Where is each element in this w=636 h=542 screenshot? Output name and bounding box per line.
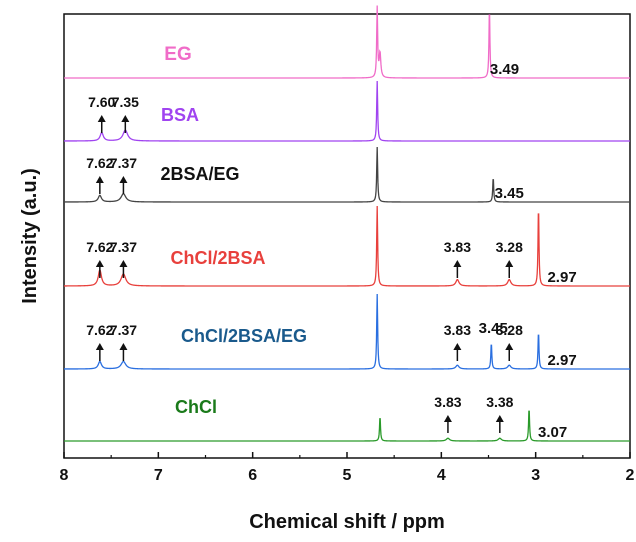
peak-label-5-3: 3.83 xyxy=(444,322,471,338)
peak-label-3-1: 7.62 xyxy=(86,155,113,171)
peak-label-4-3: 3.83 xyxy=(444,239,471,255)
series-label-4: ChCl/2BSA xyxy=(170,248,265,268)
x-tick-label-5: 4 xyxy=(437,467,446,484)
peak-label-4-5: 2.97 xyxy=(547,269,576,286)
series-label-6: ChCl xyxy=(175,397,217,417)
spectrum-line-5 xyxy=(64,293,630,370)
series-label-5: ChCl/2BSA/EG xyxy=(181,326,307,346)
peak-label-2-2: 7.35 xyxy=(112,94,139,110)
peak-arrow-head-4-1 xyxy=(95,260,104,267)
peak-arrow-head-5-3 xyxy=(453,343,462,350)
spectrum-line-6 xyxy=(64,410,630,442)
spectrum-line-3 xyxy=(64,146,630,203)
peak-arrow-head-2-1 xyxy=(97,115,106,122)
x-tick-label-1: 8 xyxy=(60,467,69,484)
peak-label-3-2: 7.37 xyxy=(110,155,137,171)
peak-label-6-1: 3.83 xyxy=(434,394,461,410)
peak-label-4-1: 7.62 xyxy=(86,239,113,255)
peak-arrow-head-4-2 xyxy=(119,260,128,267)
peak-arrow-head-5-2 xyxy=(119,343,128,350)
peak-arrow-head-6-2 xyxy=(495,415,504,422)
peak-label-5-2: 7.37 xyxy=(110,322,137,338)
y-axis-label: Intensity (a.u.) xyxy=(19,168,41,304)
peak-label-5-5: 3.28 xyxy=(496,322,523,338)
series-label-3: 2BSA/EG xyxy=(160,164,239,184)
x-tick-label-4: 5 xyxy=(343,467,352,484)
spectrum-line-4 xyxy=(64,205,630,287)
peak-arrow-head-2-2 xyxy=(121,115,130,122)
peak-label-6-3: 3.07 xyxy=(538,424,567,441)
series-label-1: EG xyxy=(164,44,191,65)
peak-label-4-4: 3.28 xyxy=(496,239,523,255)
x-tick-label-2: 7 xyxy=(154,467,163,484)
peak-label-5-6: 2.97 xyxy=(547,352,576,369)
x-tick-label-3: 6 xyxy=(248,467,257,484)
peak-arrow-head-6-1 xyxy=(443,415,452,422)
plot-frame xyxy=(63,13,631,459)
peak-arrow-head-5-1 xyxy=(95,343,104,350)
spectrum-line-1 xyxy=(64,5,630,79)
peak-arrow-head-3-2 xyxy=(119,176,128,183)
peak-label-5-4: 3.45 xyxy=(479,320,508,337)
x-tick-label-7: 2 xyxy=(626,467,635,484)
peak-label-5-1: 7.62 xyxy=(86,322,113,338)
series-label-2: BSA xyxy=(161,105,199,125)
peak-arrow-head-4-3 xyxy=(453,260,462,267)
peak-label-4-2: 7.37 xyxy=(110,239,137,255)
x-tick-label-6: 3 xyxy=(531,467,540,484)
peak-arrow-head-5-5 xyxy=(505,343,514,350)
peak-label-6-2: 3.38 xyxy=(486,394,513,410)
peak-label-3-3: 3.45 xyxy=(495,185,524,202)
peak-label-1-1: 3.49 xyxy=(490,61,519,78)
peak-label-2-1: 7.60 xyxy=(88,94,115,110)
spectrum-line-2 xyxy=(64,80,630,142)
peak-arrow-head-3-1 xyxy=(95,176,104,183)
peak-arrow-head-4-4 xyxy=(505,260,514,267)
x-axis-label: Chemical shift / ppm xyxy=(249,511,445,533)
